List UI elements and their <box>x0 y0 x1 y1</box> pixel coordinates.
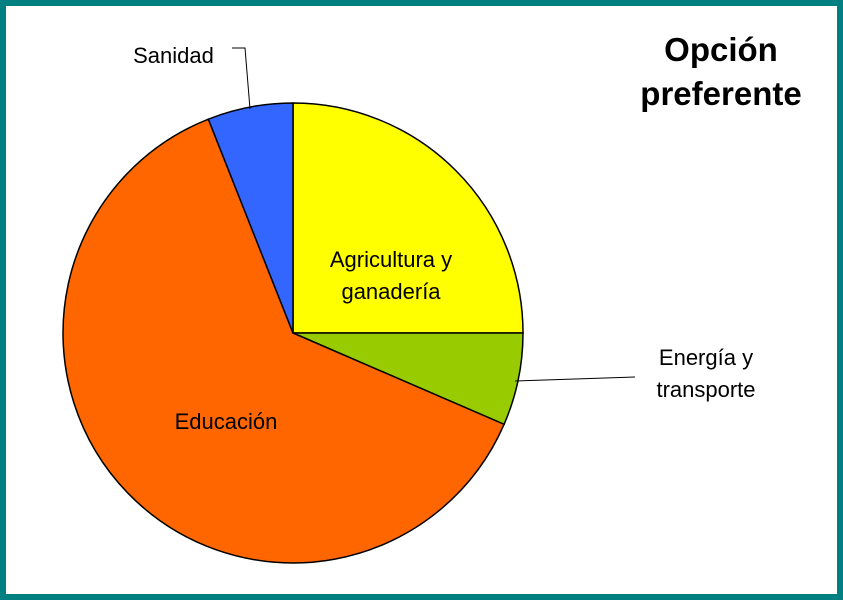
slice-label: Agricultura y ganadería <box>329 247 453 304</box>
pie-canvas <box>62 47 636 564</box>
slice-label: Energía y transporte <box>656 345 756 402</box>
slice-label: Sanidad <box>133 43 214 68</box>
slice-label: Educación <box>174 409 278 434</box>
leader-line <box>232 47 251 110</box>
leader-line <box>514 376 636 382</box>
pie-slice <box>292 102 524 334</box>
chart-title: Opción preferente <box>640 31 802 112</box>
pie-slice <box>62 118 506 564</box>
